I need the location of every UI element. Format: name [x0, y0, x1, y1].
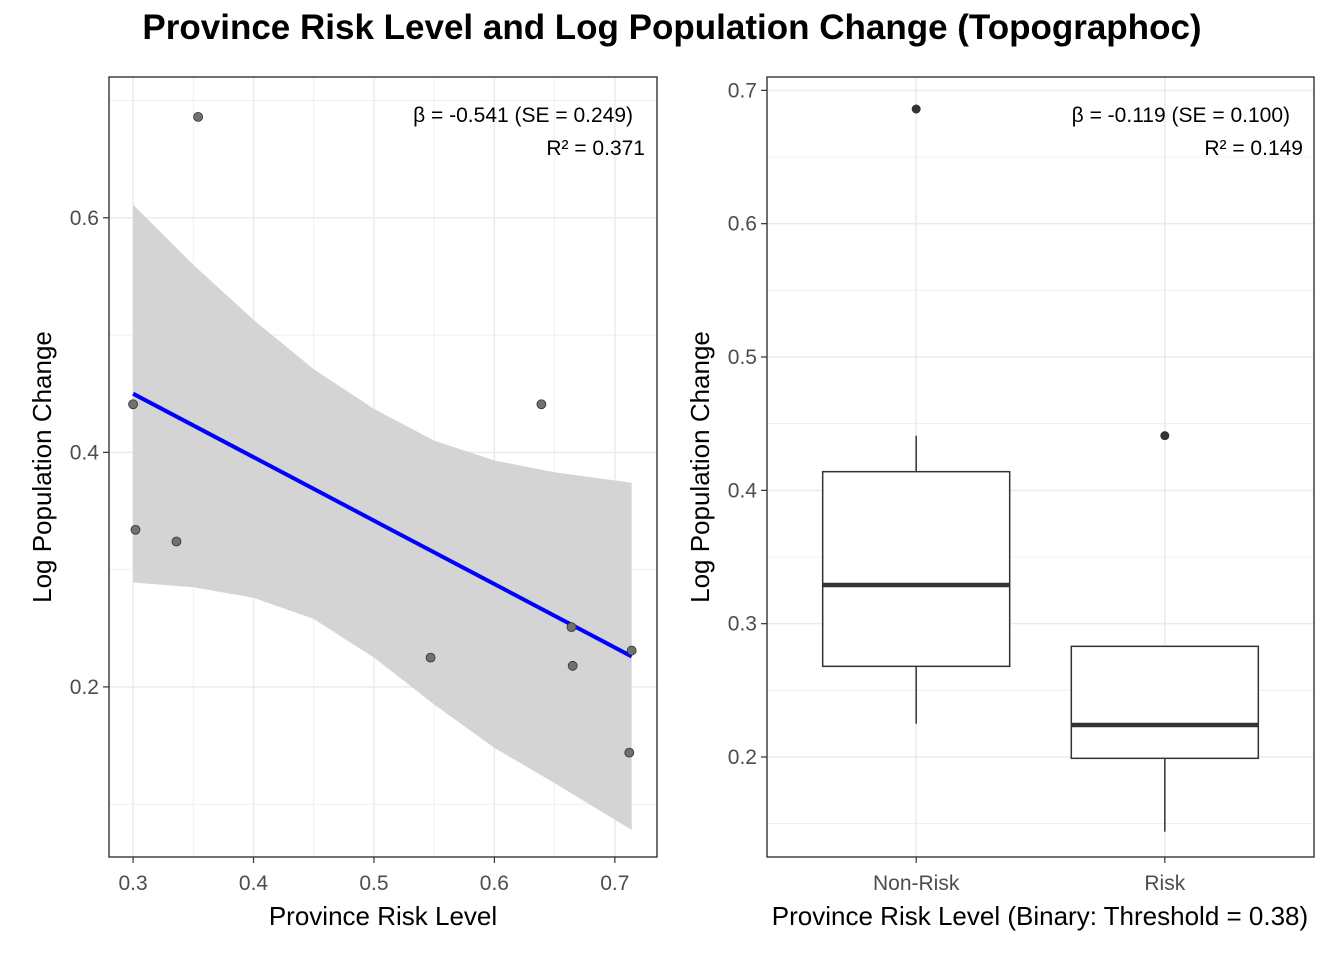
scatter-point	[567, 660, 578, 671]
y-tick-label: 0.2	[70, 676, 99, 699]
scatter-point	[130, 524, 141, 535]
x-tick-label: 0.4	[239, 872, 269, 895]
scatter-point	[566, 622, 577, 633]
scatter-point	[425, 652, 436, 663]
outlier-point	[1160, 431, 1170, 441]
left-annotation-beta: β = -0.541 (SE = 0.249)	[413, 104, 633, 127]
left-x-axis-label: Province Risk Level	[269, 901, 497, 931]
x-tick-label: 0.3	[118, 872, 147, 895]
right-annotation-beta: β = -0.119 (SE = 0.100)	[1072, 104, 1290, 127]
y-tick-label: 0.6	[70, 207, 99, 230]
x-tick-label: Risk	[1144, 872, 1185, 895]
y-tick-label: 0.2	[728, 746, 757, 769]
right-y-ticks: 0.2 0.3 0.4 0.5 0.6 0.7	[728, 79, 767, 769]
confidence-band	[133, 204, 632, 831]
y-tick-label: 0.5	[728, 346, 757, 369]
left-panel: 0.3 0.4 0.5 0.6 0.7 0.2 0.4 0.6 β = -0.541 (SE…	[27, 76, 658, 931]
scatter-point	[536, 399, 547, 410]
x-tick-label: 0.6	[480, 872, 509, 895]
boxplot-risk	[1070, 431, 1260, 832]
x-tick-label: 0.7	[600, 872, 629, 895]
box-body	[821, 470, 1011, 668]
scatter-point	[193, 111, 204, 122]
right-annotation-r2: R² = 0.149	[1204, 137, 1303, 160]
scatter-point	[624, 747, 635, 758]
x-tick-label: 0.5	[359, 872, 388, 895]
chart-title: Province Risk Level and Log Population C…	[142, 8, 1202, 47]
left-plot-border	[108, 76, 658, 858]
y-tick-label: 0.4	[728, 479, 758, 502]
right-x-ticks: Non-Risk Risk	[873, 857, 1186, 895]
scatter-point	[128, 399, 138, 410]
regression-line	[132, 391, 633, 659]
left-y-axis-label: Log Population Change	[27, 331, 57, 603]
y-tick-label: 0.6	[728, 213, 757, 236]
right-panel: Non-Risk Risk 0.2 0.3 0.4 0.5 0.6 0.7 β = -0.1…	[685, 76, 1315, 931]
left-annotation-r2: R² = 0.371	[546, 137, 645, 160]
right-plot-border	[766, 76, 1315, 858]
y-tick-label: 0.3	[728, 613, 757, 636]
right-y-axis-label: Log Population Change	[685, 331, 715, 603]
scatter-point	[626, 645, 637, 656]
boxplot-non-risk	[821, 104, 1011, 724]
scatter-points	[128, 111, 637, 758]
boxplots	[821, 104, 1260, 832]
y-tick-label: 0.7	[728, 79, 757, 102]
x-tick-label: Non-Risk	[873, 872, 960, 895]
right-x-axis-label: Province Risk Level (Binary: Threshold =…	[772, 901, 1308, 931]
scatter-point	[171, 536, 182, 547]
y-tick-label: 0.4	[70, 441, 100, 464]
left-y-ticks: 0.2 0.4 0.6	[70, 207, 109, 699]
left-x-ticks: 0.3 0.4 0.5 0.6 0.7	[118, 857, 629, 895]
outlier-point	[911, 104, 921, 114]
box-body	[1070, 645, 1260, 760]
